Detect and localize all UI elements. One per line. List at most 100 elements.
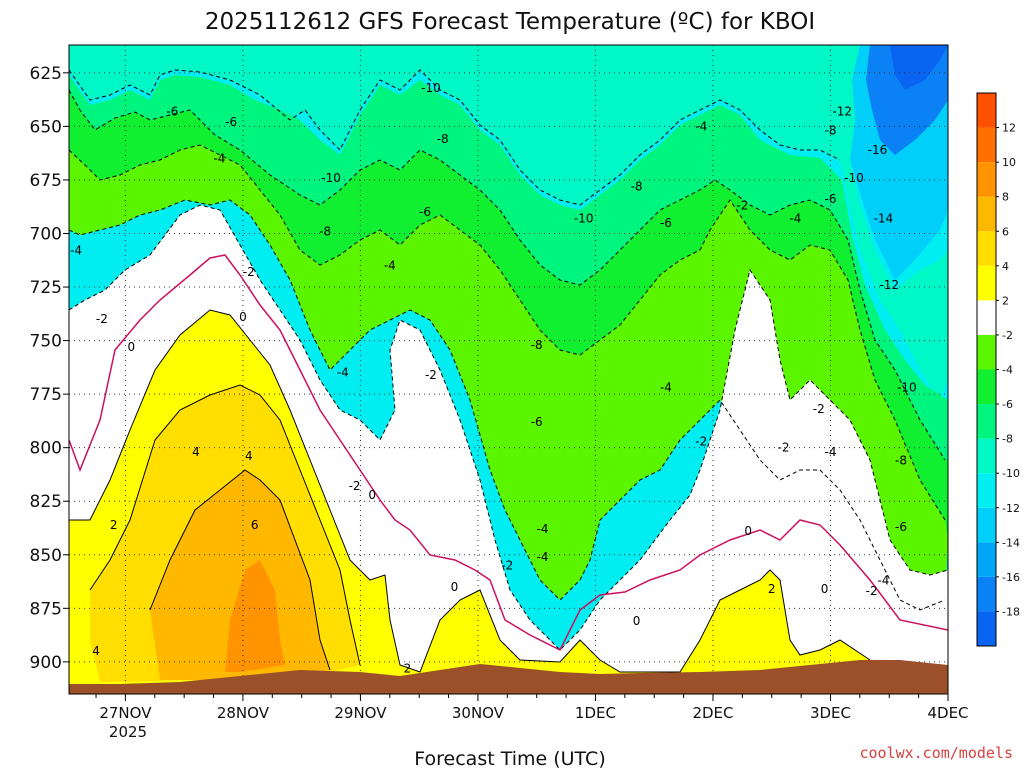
isotherm-label-text: -2 bbox=[425, 368, 437, 382]
isotherm-label-text: 0 bbox=[633, 614, 641, 628]
isotherm-label-text: -6 bbox=[166, 104, 178, 118]
isotherm-label: -2 bbox=[243, 265, 255, 279]
isotherm-labels: -10 -12 -6 -6 -4 -8 -8 -16 -4 -10 -10 -8 -6 -2 -6 -10 -1… bbox=[70, 81, 917, 675]
isotherm-plus-2-line bbox=[69, 309, 871, 673]
temperature-band-minus-8 bbox=[69, 75, 948, 460]
isotherm-label-text: -8 bbox=[319, 224, 331, 238]
isotherm-label-text: -4 bbox=[789, 211, 801, 225]
colorbar-swatch-9 bbox=[977, 300, 996, 335]
y-tick-label-9: 850 bbox=[30, 546, 62, 566]
isotherm-label: 0 bbox=[239, 310, 247, 324]
colorbar-label-6: -2 bbox=[1002, 329, 1013, 342]
isotherm-label: -2 bbox=[349, 479, 361, 493]
isotherm-label-text: 0 bbox=[368, 488, 376, 502]
isotherm-label-text: -2 bbox=[243, 265, 255, 279]
isotherm-label: -6 bbox=[825, 192, 837, 206]
isotherm-label: 4 bbox=[245, 449, 253, 463]
colorbar-label-3: 6 bbox=[1002, 225, 1009, 238]
isotherm-label-text: -2 bbox=[813, 402, 825, 416]
isotherm-label-text: -4 bbox=[877, 573, 889, 587]
x-tick-label-4: 1DEC bbox=[575, 704, 616, 722]
y-tick-label-10: 875 bbox=[30, 599, 62, 619]
isotherm-zero-line bbox=[69, 254, 948, 652]
isotherm-label: -10 bbox=[897, 381, 917, 395]
isotherm-label-text: -10 bbox=[897, 381, 917, 395]
isotherm-label-text: -2 bbox=[695, 434, 707, 448]
colorbar-swatch-0 bbox=[977, 611, 996, 646]
grid-lines bbox=[69, 45, 948, 694]
isotherm-label: 2 bbox=[110, 518, 118, 532]
isotherm-label-text: -2 bbox=[777, 441, 789, 455]
isotherm-label-text: -8 bbox=[531, 338, 543, 352]
isotherm-plus-4-line bbox=[89, 384, 361, 666]
isotherm-label: -4 bbox=[695, 119, 707, 133]
isotherm-label-text: -2 bbox=[349, 479, 361, 493]
isotherm-label: -2 bbox=[866, 584, 878, 598]
isotherm-label-text: -10 bbox=[844, 171, 864, 185]
isotherm-lines bbox=[69, 69, 948, 673]
isotherm-plus-6-line bbox=[149, 469, 331, 671]
isotherm-label-text: 0 bbox=[239, 310, 247, 324]
colorbar-label-8: -6 bbox=[1002, 398, 1013, 411]
y-tick-label-8: 825 bbox=[30, 492, 62, 512]
isotherm-label: -12 bbox=[879, 278, 899, 292]
isotherm-label: 4 bbox=[92, 644, 100, 658]
isotherm-label-text: -12 bbox=[879, 278, 899, 292]
isotherm-label-text: -10 bbox=[574, 211, 594, 225]
isotherm-label: -10 bbox=[421, 81, 441, 95]
colorbar-label-12: -14 bbox=[1002, 536, 1020, 549]
isotherm-label-text: -4 bbox=[695, 119, 707, 133]
isotherm-label: -4 bbox=[825, 445, 837, 459]
colorbar-swatch-6 bbox=[977, 404, 996, 439]
isotherm-label: -8 bbox=[531, 338, 543, 352]
isotherm-label-text: -4 bbox=[825, 445, 837, 459]
isotherm-label: 6 bbox=[251, 518, 259, 532]
colorbar-label-9: -8 bbox=[1002, 433, 1013, 446]
colorbar-swatch-13 bbox=[977, 162, 996, 197]
isotherm-label-text: -4 bbox=[537, 550, 549, 564]
y-tick-label-7: 800 bbox=[30, 439, 62, 459]
y-tick-label-2: 675 bbox=[30, 171, 62, 191]
colorbar-swatch-1 bbox=[977, 576, 996, 612]
isotherm-label: -6 bbox=[895, 520, 907, 534]
isotherm-label-text: 4 bbox=[245, 449, 253, 463]
isotherm-label: 0 bbox=[127, 340, 135, 354]
isotherm-label-text: -12 bbox=[832, 104, 852, 118]
x-axis: 27NOV 28NOV 29NOV 30NOV 1DEC 2DEC 3DEC 4DEC bbox=[95, 694, 969, 722]
y-tick-label-4: 725 bbox=[30, 278, 62, 298]
isotherm-label: 4 bbox=[192, 445, 200, 459]
isotherm-label-text: -4 bbox=[660, 381, 672, 395]
isotherm-label: -10 bbox=[574, 211, 594, 225]
y-tick-label-11: 900 bbox=[30, 653, 62, 673]
isotherm-label-text: -8 bbox=[825, 124, 837, 138]
terrain-ground bbox=[69, 660, 948, 694]
isotherm-label-text: 2 bbox=[768, 582, 776, 596]
x-tick-label-0: 27NOV bbox=[99, 704, 152, 722]
y-axis: 625 650 675 700 725 750 775 800 825 850 875 900 bbox=[30, 64, 69, 673]
isotherm-label-text: 0 bbox=[744, 524, 752, 538]
isotherm-label-text: 0 bbox=[821, 582, 829, 596]
isotherm-label-text: -4 bbox=[337, 366, 349, 380]
isotherm-label: 2 bbox=[404, 661, 412, 675]
x-tick-label-2: 29NOV bbox=[334, 704, 387, 722]
isotherm-label: 0 bbox=[451, 580, 459, 594]
isotherm-label: -4 bbox=[70, 244, 82, 258]
credit-label: coolwx.com/models bbox=[859, 744, 1013, 762]
colorbar-label-14: -18 bbox=[1002, 605, 1020, 618]
colorbar-swatch-5 bbox=[977, 438, 996, 474]
chart-title: 2025112612 GFS Forecast Temperature (ºC)… bbox=[205, 9, 815, 35]
isotherm-label-text: -4 bbox=[70, 244, 82, 258]
colorbar-swatch-12 bbox=[977, 196, 996, 232]
x-axis-label: Forecast Time (UTC) bbox=[414, 748, 605, 768]
isotherm-label-text: -8 bbox=[895, 454, 907, 468]
x-tick-label-7: 4DEC bbox=[927, 704, 968, 722]
isotherm-label: -6 bbox=[225, 115, 237, 129]
isotherm-label-text: -6 bbox=[531, 415, 543, 429]
isotherm-label-text: -8 bbox=[631, 179, 643, 193]
isotherm-label: -8 bbox=[319, 224, 331, 238]
colorbar-label-2: 8 bbox=[1002, 191, 1009, 204]
isotherm-label-text: -4 bbox=[384, 259, 396, 273]
plot-frame bbox=[68, 44, 949, 695]
colorbar-swatch-15 bbox=[977, 93, 996, 128]
isotherm-label-text: 0 bbox=[127, 340, 135, 354]
